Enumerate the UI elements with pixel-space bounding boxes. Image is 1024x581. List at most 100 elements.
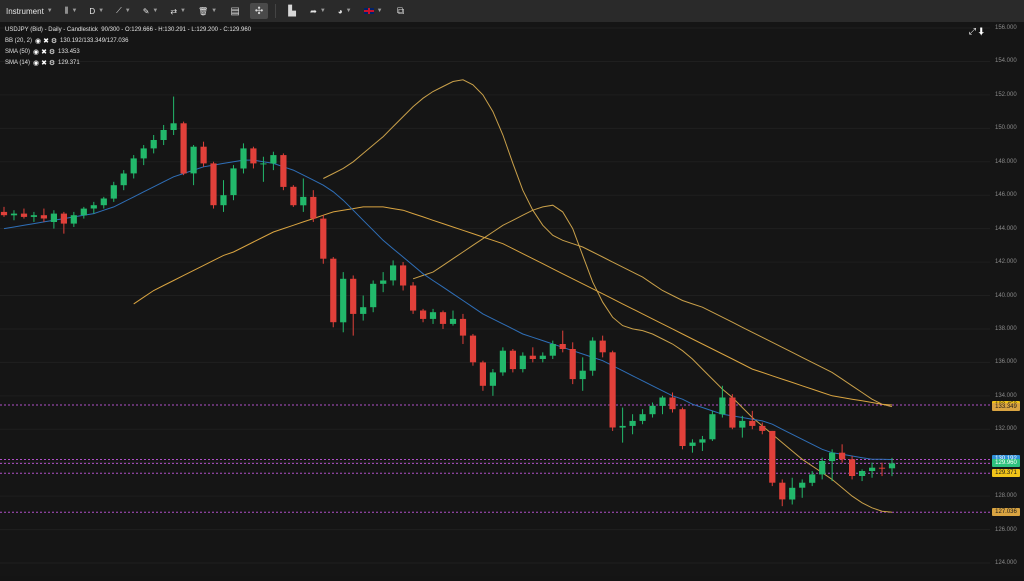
candle-body — [429, 312, 437, 319]
close-icon[interactable]: ✖ — [43, 38, 49, 45]
close-icon[interactable]: ✖ — [41, 49, 47, 56]
candle-body — [509, 350, 516, 370]
price-tick-label: 124.000 — [995, 560, 1017, 566]
candle-body — [559, 344, 566, 349]
candle-body — [739, 420, 746, 428]
candle-body — [789, 487, 796, 500]
candle-body — [459, 318, 467, 336]
price-tick-label: 152.000 — [995, 91, 1017, 98]
chart-type-button[interactable]: ⫼ ▼ — [59, 0, 84, 22]
candle-body — [160, 130, 167, 140]
share-button[interactable]: ➦ ▼ — [304, 0, 332, 22]
bb-upper-line — [323, 79, 893, 408]
candle-body — [260, 163, 267, 165]
price-tick-label: 126.000 — [995, 526, 1017, 533]
candle-body — [240, 148, 247, 169]
chart-area[interactable] — [0, 22, 1024, 576]
instrument-label: Instrument — [6, 6, 44, 16]
price-tick-label: 132.000 — [995, 426, 1017, 433]
candle-body — [410, 285, 417, 311]
legend-bb-values: 130.192/133.349/127.036 — [60, 38, 129, 44]
toolbar: Instrument ▼ ⫼ ▼ D ▼ ⟋ ▼ ✎ ▼ ⇄ ▼ 🗑 ▼ ▤ ✣ ▙ ➦ ▼ ◕… — [0, 0, 1024, 23]
chevron-down-icon: ▼ — [152, 8, 159, 14]
language-button[interactable]: ▼ — [358, 0, 389, 22]
gear-icon[interactable]: ⚙ — [50, 38, 58, 45]
timeframe-dropdown[interactable]: D ▼ — [83, 0, 110, 22]
price-tick-label: 138.000 — [995, 325, 1017, 332]
price-tick-label: 156.000 — [995, 25, 1017, 31]
price-tick-label: 142.000 — [995, 259, 1017, 266]
expand-icon[interactable]: ⤢ — [968, 26, 976, 36]
candle-body — [829, 452, 836, 462]
palette-icon: ◕ — [337, 6, 343, 16]
theme-button[interactable]: ◕ ▼ — [332, 0, 358, 22]
candle-body — [190, 146, 197, 174]
candle-body — [439, 312, 447, 324]
close-icon[interactable]: ✖ — [41, 60, 47, 67]
legend-bb-name: BB (20, 2) — [5, 38, 33, 44]
candle-body — [290, 186, 297, 206]
candle-body — [390, 265, 397, 281]
candle-body — [759, 425, 766, 431]
candle-body — [10, 213, 18, 216]
eye-icon[interactable]: ◉ — [32, 60, 40, 67]
candle-body — [140, 148, 147, 159]
eye-icon[interactable]: ◉ — [34, 38, 42, 45]
candle-body — [449, 318, 457, 324]
eye-icon[interactable]: ◉ — [32, 49, 40, 56]
price-tick-label: 148.000 — [995, 158, 1017, 165]
candle-body — [50, 213, 57, 222]
candle-body — [180, 123, 187, 174]
candle-body — [839, 452, 846, 460]
candle-body — [679, 409, 686, 446]
popout-button[interactable]: ⧉ — [392, 3, 410, 19]
candle-body — [669, 397, 676, 410]
candle-body — [110, 185, 117, 199]
legend-sma14-row: SMA (14) ◉ ✖ ⚙ 129.371 — [5, 58, 251, 69]
candle-body — [869, 467, 876, 471]
legend-sma14-value: 129.371 — [58, 60, 80, 66]
price-tag: 129.960 — [992, 459, 1020, 468]
gear-icon[interactable]: ⚙ — [48, 60, 56, 67]
candle-body — [888, 463, 896, 469]
price-axis[interactable]: 156.000 154.000 152.000 150.000 148.000 146.0… — [992, 22, 1024, 576]
candle-body — [849, 459, 856, 476]
legend-main-row: USDJPY (Bid) - Daily - Candlestick 90/30… — [5, 25, 251, 36]
pencil-icon: ✎ — [142, 6, 150, 16]
candlestick-chart[interactable] — [0, 22, 1024, 576]
candle-body — [659, 397, 666, 406]
price-tag: 127.036 — [992, 508, 1020, 517]
candle-body — [819, 461, 826, 475]
crosshair-icon: ✣ — [254, 5, 264, 17]
trendline-icon: ⟋ — [116, 6, 122, 15]
candle-body — [499, 350, 506, 373]
annotation-tools-button[interactable]: ✎ ▼ — [137, 0, 165, 22]
drawing-tools-button[interactable]: ⟋ ▼ — [110, 0, 137, 22]
candle-body — [170, 123, 177, 130]
candle-body — [639, 414, 646, 421]
candle-body — [370, 283, 377, 308]
candle-body — [799, 482, 806, 488]
candle-body — [529, 355, 536, 359]
candle-body — [270, 155, 277, 164]
candle-body — [380, 280, 387, 284]
instrument-dropdown[interactable]: Instrument ▼ — [0, 0, 59, 22]
candle-body — [350, 278, 357, 314]
layout-button[interactable]: ▤ — [226, 3, 244, 19]
candle-body — [599, 340, 606, 353]
candle-body — [300, 196, 307, 206]
candle-body — [579, 370, 586, 380]
candle-body — [769, 430, 776, 483]
delete-tools-button[interactable]: 🗑 ▼ — [192, 0, 223, 22]
volume-button[interactable]: ▙ — [283, 3, 301, 19]
chevron-down-icon: ▼ — [345, 8, 352, 14]
gear-icon[interactable]: ⚙ — [48, 49, 56, 56]
download-icon[interactable]: ⬇ — [978, 26, 984, 36]
indicators-button[interactable]: ⇄ ▼ — [164, 0, 192, 22]
candle-body — [340, 278, 347, 323]
candle-body — [230, 168, 237, 196]
trash-icon: 🗑 — [198, 6, 209, 16]
crosshair-button[interactable]: ✣ — [250, 3, 269, 19]
candle-body — [859, 471, 866, 476]
candle-body — [489, 372, 496, 386]
